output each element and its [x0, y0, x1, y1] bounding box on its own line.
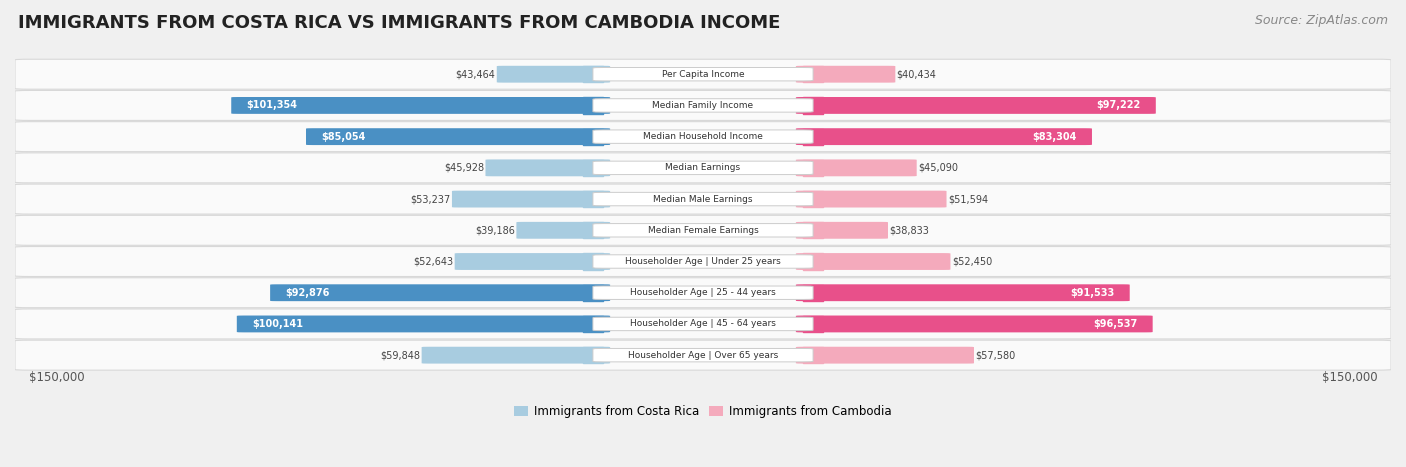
FancyBboxPatch shape [496, 66, 610, 83]
FancyBboxPatch shape [796, 347, 974, 364]
Text: $52,643: $52,643 [413, 256, 453, 267]
FancyBboxPatch shape [796, 97, 1156, 114]
FancyBboxPatch shape [796, 316, 1153, 333]
FancyBboxPatch shape [236, 316, 610, 333]
FancyBboxPatch shape [307, 128, 610, 145]
Text: $101,354: $101,354 [246, 100, 298, 110]
Text: $45,928: $45,928 [444, 163, 484, 173]
Text: $96,537: $96,537 [1094, 319, 1137, 329]
FancyBboxPatch shape [15, 247, 1391, 276]
FancyBboxPatch shape [593, 348, 813, 362]
Text: Householder Age | Over 65 years: Householder Age | Over 65 years [628, 351, 778, 360]
FancyBboxPatch shape [422, 347, 610, 364]
FancyBboxPatch shape [593, 224, 813, 237]
Text: $150,000: $150,000 [1322, 370, 1378, 383]
Text: Median Female Earnings: Median Female Earnings [648, 226, 758, 235]
Text: $39,186: $39,186 [475, 225, 515, 235]
Legend: Immigrants from Costa Rica, Immigrants from Cambodia: Immigrants from Costa Rica, Immigrants f… [509, 401, 897, 423]
Text: Median Family Income: Median Family Income [652, 101, 754, 110]
FancyBboxPatch shape [593, 317, 813, 331]
Text: Source: ZipAtlas.com: Source: ZipAtlas.com [1254, 14, 1388, 27]
Text: Median Male Earnings: Median Male Earnings [654, 195, 752, 204]
Text: $59,848: $59,848 [380, 350, 420, 360]
FancyBboxPatch shape [15, 59, 1391, 89]
FancyBboxPatch shape [15, 340, 1391, 370]
FancyBboxPatch shape [593, 68, 813, 81]
FancyBboxPatch shape [593, 161, 813, 175]
Text: $52,450: $52,450 [952, 256, 993, 267]
Text: $97,222: $97,222 [1097, 100, 1140, 110]
Text: Householder Age | 45 - 64 years: Householder Age | 45 - 64 years [630, 319, 776, 328]
FancyBboxPatch shape [485, 159, 610, 176]
FancyBboxPatch shape [15, 91, 1391, 120]
FancyBboxPatch shape [796, 253, 950, 270]
Text: $100,141: $100,141 [252, 319, 302, 329]
Text: Per Capita Income: Per Capita Income [662, 70, 744, 79]
Text: Median Earnings: Median Earnings [665, 163, 741, 172]
FancyBboxPatch shape [15, 153, 1391, 183]
FancyBboxPatch shape [796, 222, 889, 239]
Text: $83,304: $83,304 [1032, 132, 1077, 142]
FancyBboxPatch shape [270, 284, 610, 301]
FancyBboxPatch shape [593, 130, 813, 143]
FancyBboxPatch shape [451, 191, 610, 207]
FancyBboxPatch shape [796, 128, 1092, 145]
Text: $92,876: $92,876 [285, 288, 329, 298]
Text: $85,054: $85,054 [321, 132, 366, 142]
Text: $57,580: $57,580 [976, 350, 1015, 360]
FancyBboxPatch shape [593, 192, 813, 206]
Text: $150,000: $150,000 [28, 370, 84, 383]
Text: Householder Age | 25 - 44 years: Householder Age | 25 - 44 years [630, 288, 776, 297]
Text: $53,237: $53,237 [411, 194, 450, 204]
FancyBboxPatch shape [593, 99, 813, 112]
Text: $43,464: $43,464 [456, 69, 495, 79]
FancyBboxPatch shape [231, 97, 610, 114]
FancyBboxPatch shape [796, 159, 917, 176]
FancyBboxPatch shape [796, 284, 1129, 301]
FancyBboxPatch shape [796, 66, 896, 83]
Text: Median Household Income: Median Household Income [643, 132, 763, 141]
Text: $45,090: $45,090 [918, 163, 957, 173]
Text: $91,533: $91,533 [1070, 288, 1115, 298]
FancyBboxPatch shape [15, 278, 1391, 308]
FancyBboxPatch shape [516, 222, 610, 239]
Text: $38,833: $38,833 [890, 225, 929, 235]
FancyBboxPatch shape [15, 215, 1391, 245]
FancyBboxPatch shape [15, 309, 1391, 339]
Text: Householder Age | Under 25 years: Householder Age | Under 25 years [626, 257, 780, 266]
FancyBboxPatch shape [796, 191, 946, 207]
FancyBboxPatch shape [15, 184, 1391, 214]
Text: $40,434: $40,434 [897, 69, 936, 79]
FancyBboxPatch shape [593, 286, 813, 299]
FancyBboxPatch shape [454, 253, 610, 270]
Text: IMMIGRANTS FROM COSTA RICA VS IMMIGRANTS FROM CAMBODIA INCOME: IMMIGRANTS FROM COSTA RICA VS IMMIGRANTS… [18, 14, 780, 32]
FancyBboxPatch shape [593, 255, 813, 268]
FancyBboxPatch shape [15, 122, 1391, 152]
Text: $51,594: $51,594 [948, 194, 988, 204]
